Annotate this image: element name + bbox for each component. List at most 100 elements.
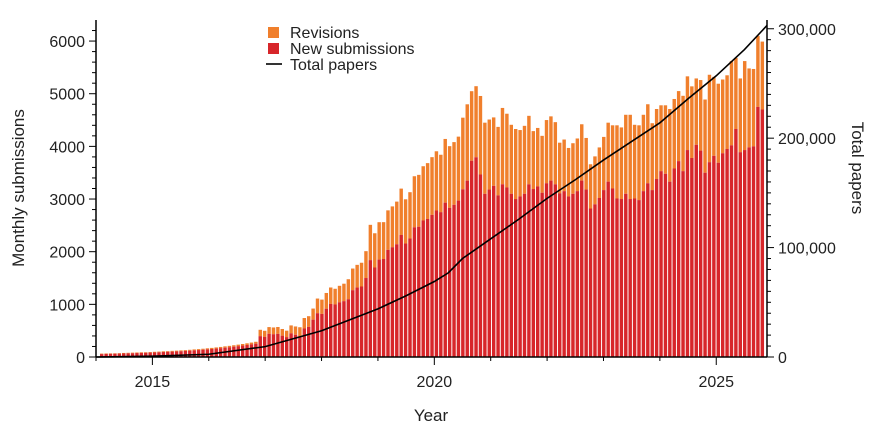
bar-revisions-2	[108, 353, 113, 354]
bar-new-submissions-50	[320, 313, 324, 357]
bar-revisions-85	[474, 86, 478, 158]
bar-revisions-4	[117, 353, 122, 354]
bar-revisions-6	[126, 352, 130, 354]
bar-revisions-112	[593, 156, 597, 205]
bar-revisions-30	[232, 345, 236, 347]
bar-revisions-68	[399, 188, 403, 235]
bar-revisions-51	[324, 292, 329, 309]
bar-new-submissions-147	[747, 147, 751, 357]
x-tick-label-2020: 2020	[417, 374, 453, 391]
bar-new-submissions-80	[452, 204, 456, 357]
bar-revisions-131	[676, 91, 681, 162]
bar-revisions-125	[650, 123, 654, 191]
y-right-tick-label-200000: 200,000	[778, 131, 836, 148]
bar-revisions-73	[421, 166, 425, 221]
bar-new-submissions-76	[434, 210, 439, 357]
bar-revisions-11	[148, 352, 152, 353]
bar-new-submissions-11	[148, 352, 152, 357]
bar-revisions-49	[315, 298, 320, 314]
bar-revisions-80	[452, 142, 456, 205]
bar-new-submissions-64	[381, 259, 386, 357]
bar-revisions-104	[558, 142, 562, 194]
bar-new-submissions-119	[624, 193, 628, 357]
bar-revisions-50	[320, 299, 324, 314]
bar-new-submissions-6	[126, 353, 130, 357]
bar-revisions-95	[518, 130, 522, 197]
bar-new-submissions-110	[584, 189, 588, 357]
bar-revisions-136	[698, 80, 703, 151]
bar-new-submissions-74	[425, 218, 430, 357]
bar-new-submissions-116	[610, 188, 615, 357]
bar-revisions-1	[104, 353, 108, 354]
bar-revisions-128	[663, 105, 668, 174]
bar-revisions-64	[381, 222, 386, 260]
legend-swatch-revisions	[268, 27, 279, 38]
bar-new-submissions-10	[144, 352, 148, 357]
bar-new-submissions-78	[443, 202, 447, 357]
y-right-tick-label-0: 0	[778, 350, 787, 367]
bar-revisions-115	[606, 122, 610, 182]
bar-revisions-140	[716, 83, 720, 163]
bar-new-submissions-35	[254, 343, 258, 357]
y-right-axis-title: Total papers	[848, 122, 867, 215]
bar-revisions-122	[637, 125, 641, 201]
bar-new-submissions-62	[373, 267, 377, 357]
y-tick-label-3000: 3000	[49, 192, 85, 209]
bar-new-submissions-40	[276, 333, 280, 357]
bar-new-submissions-113	[597, 197, 602, 357]
bar-new-submissions-77	[439, 212, 443, 357]
bar-revisions-149	[756, 35, 760, 107]
bar-new-submissions-32	[240, 345, 245, 357]
bar-new-submissions-75	[430, 214, 434, 357]
bar-revisions-77	[439, 154, 443, 213]
legend-swatch-new-submissions	[268, 43, 279, 54]
bar-new-submissions-39	[271, 334, 276, 357]
bar-revisions-109	[580, 124, 584, 181]
bar-revisions-21	[192, 349, 196, 351]
bar-new-submissions-79	[447, 207, 452, 357]
bar-new-submissions-19	[183, 350, 188, 357]
bar-revisions-70	[408, 192, 412, 239]
bar-revisions-142	[725, 75, 729, 150]
bar-new-submissions-14	[161, 352, 166, 357]
y-tick-label-4000: 4000	[49, 139, 85, 156]
bar-revisions-38	[267, 327, 271, 334]
bar-revisions-14	[161, 351, 166, 353]
bar-new-submissions-46	[302, 328, 307, 357]
bar-revisions-61	[368, 224, 373, 261]
bar-new-submissions-86	[478, 174, 483, 357]
bar-revisions-107	[571, 143, 575, 194]
bar-new-submissions-73	[421, 220, 425, 357]
bar-new-submissions-87	[483, 193, 487, 357]
ticks-group: 0 1000 2000 3000 4000 5000 6000 0 100,000 200,000…	[49, 22, 836, 391]
bar-new-submissions-109	[580, 180, 584, 357]
bar-new-submissions-68	[399, 234, 403, 357]
y-tick-label-1000: 1000	[49, 297, 85, 314]
y-tick-label-5000: 5000	[49, 87, 85, 104]
bar-revisions-127	[659, 105, 663, 172]
bar-new-submissions-140	[716, 162, 720, 357]
bar-revisions-33	[245, 343, 249, 345]
bar-revisions-72	[417, 174, 421, 227]
bar-revisions-111	[588, 164, 593, 209]
bar-revisions-108	[575, 138, 580, 192]
bar-new-submissions-145	[738, 152, 743, 357]
bar-revisions-35	[254, 341, 258, 344]
bar-new-submissions-31	[236, 346, 240, 357]
bar-new-submissions-17	[174, 351, 179, 357]
bar-revisions-124	[646, 104, 650, 184]
bar-new-submissions-91	[500, 184, 505, 357]
bar-new-submissions-101	[544, 183, 549, 357]
bar-new-submissions-70	[408, 238, 412, 357]
bar-revisions-26	[214, 347, 218, 349]
bar-new-submissions-30	[232, 346, 236, 357]
bar-revisions-58	[355, 264, 359, 288]
bar-revisions-98	[531, 131, 536, 190]
bar-new-submissions-41	[280, 335, 284, 357]
bar-new-submissions-83	[465, 180, 469, 357]
bar-new-submissions-43	[289, 333, 293, 357]
bar-new-submissions-48	[311, 319, 315, 357]
bar-new-submissions-15	[166, 351, 170, 357]
bar-new-submissions-121	[632, 198, 637, 357]
